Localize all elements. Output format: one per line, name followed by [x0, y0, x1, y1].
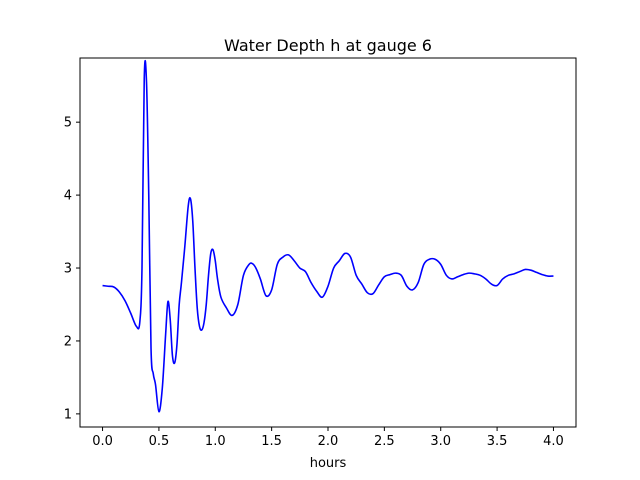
x-tick-label: 2.0: [318, 434, 339, 449]
x-tick-label: 1.5: [261, 434, 282, 449]
x-tick-label: 4.0: [543, 434, 564, 449]
y-tick-label: 1: [64, 407, 72, 422]
y-tick-label: 4: [64, 189, 72, 204]
y-axis-ticks: 1 2 3 4 5: [64, 116, 80, 422]
x-tick-label: 0.0: [92, 434, 113, 449]
y-tick-label: 3: [64, 262, 72, 277]
x-tick-label: 3.0: [430, 434, 451, 449]
x-axis-label: hours: [310, 456, 347, 471]
series-line-0: [102, 59, 554, 413]
x-axis-ticks: 0.0 0.5 1.0 1.5 2.0 2.5 3.0 3.5 4.0: [92, 427, 564, 449]
x-tick-label: 2.5: [374, 434, 395, 449]
chart-title: Water Depth h at gauge 6: [224, 36, 432, 55]
series-layer: [102, 59, 554, 413]
y-tick-label: 2: [64, 334, 72, 349]
x-tick-label: 1.0: [205, 434, 226, 449]
x-tick-label: 3.5: [487, 434, 508, 449]
y-tick-label: 5: [64, 116, 72, 131]
x-tick-label: 0.5: [149, 434, 170, 449]
